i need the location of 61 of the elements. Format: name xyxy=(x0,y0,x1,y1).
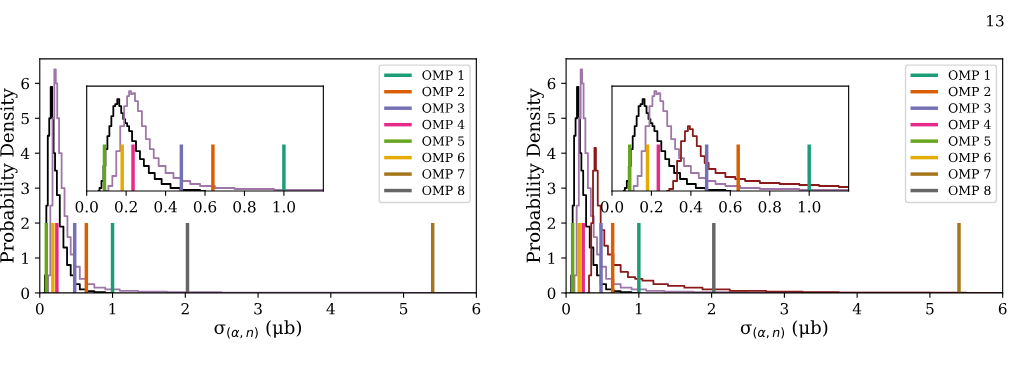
x-tick-label: 0.6 xyxy=(719,200,742,213)
x-tick-label: 0 xyxy=(35,302,44,315)
y-tick-label: 0 xyxy=(21,287,30,299)
legend-label: OMP 7 xyxy=(422,169,465,179)
y-axis-title: Probability Density xyxy=(526,88,544,263)
y-tick-label: 5 xyxy=(21,112,29,125)
text: 13 xyxy=(987,14,1004,27)
x-tick-label: 0.4 xyxy=(154,200,177,213)
y-axis-title: Probability Density xyxy=(0,88,18,263)
legend-label: OMP 1 xyxy=(422,70,464,80)
y-tick-label: 5 xyxy=(547,112,556,125)
x-tick-label: 0.0 xyxy=(75,200,98,213)
legend-label: OMP 2 xyxy=(422,86,464,97)
y-tick-label: 4 xyxy=(20,147,30,159)
x-tick-label: 5 xyxy=(926,303,934,315)
legend-label: OMP 2 xyxy=(948,86,991,97)
y-tick-label: 2 xyxy=(547,217,555,229)
legend-label: OMP 3 xyxy=(422,103,465,113)
legend-label: OMP 7 xyxy=(948,169,991,179)
y-tick-label: 0 xyxy=(547,287,556,299)
x-tick-label: 0.2 xyxy=(640,200,663,213)
y-tick-label: 6 xyxy=(21,77,30,90)
x-tick-label: 1.0 xyxy=(273,200,296,213)
x-tick-label: 1 xyxy=(635,302,642,315)
x-tick-label: 0.8 xyxy=(233,200,256,213)
legend-label: OMP 5 xyxy=(422,136,465,146)
x-tick-label: 0.0 xyxy=(600,200,624,213)
y-tick-label: 3 xyxy=(547,182,556,195)
y-tick-label: 1 xyxy=(548,252,555,264)
y-tick-label: 6 xyxy=(547,77,556,90)
x-tick-label: 1 xyxy=(109,302,116,315)
y-tick-label: 1 xyxy=(22,252,28,264)
x-tick-label: 4 xyxy=(326,302,335,315)
x-tick-label: 2 xyxy=(181,302,189,315)
y-tick-label: 4 xyxy=(547,147,556,159)
legend-label: OMP 8 xyxy=(422,185,465,196)
legend-label: OMP 5 xyxy=(948,136,991,146)
x-tick-label: 5 xyxy=(400,303,408,315)
legend-label: OMP 1 xyxy=(948,70,990,80)
x-tick-label: 6 xyxy=(472,302,481,315)
legend-label: OMP 8 xyxy=(948,185,991,196)
x-tick-label: 0.8 xyxy=(758,200,781,213)
legend-label: OMP 4 xyxy=(948,119,991,130)
x-tick-label: 0.4 xyxy=(679,200,703,213)
legend-label: OMP 6 xyxy=(948,152,991,163)
x-tick-label: 2 xyxy=(707,302,715,315)
legend-label: OMP 6 xyxy=(422,152,465,163)
x-tick-label: 6 xyxy=(998,302,1007,315)
y-tick-label: 3 xyxy=(21,182,29,195)
x-tick-label: 3 xyxy=(254,302,262,315)
x-axis-title: σ$_{(α,n)}$ (μb) xyxy=(214,320,302,339)
x-axis-title: σ$_{(α,n)}$ (μb) xyxy=(740,320,828,339)
y-tick-label: 2 xyxy=(21,217,29,229)
x-tick-label: 0.2 xyxy=(115,200,137,213)
x-tick-label: 0.6 xyxy=(193,200,217,213)
legend-label: OMP 3 xyxy=(948,103,991,113)
legend-label: OMP 4 xyxy=(422,119,465,130)
x-tick-label: 4 xyxy=(852,302,862,315)
x-tick-label: 1.0 xyxy=(798,200,821,213)
x-tick-label: 0 xyxy=(562,302,570,315)
x-tick-label: 3 xyxy=(780,302,789,315)
